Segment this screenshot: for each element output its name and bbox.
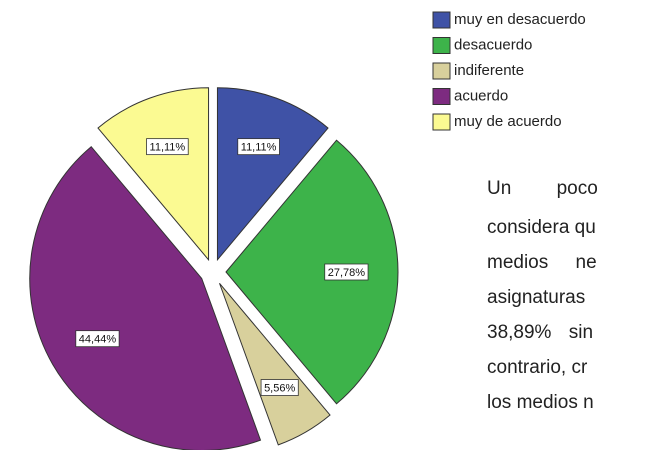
pie-slice — [225, 139, 399, 405]
value-label-box — [237, 138, 280, 156]
paragraph-line: 38,89% sin — [487, 322, 593, 343]
pie-slice — [29, 146, 262, 450]
legend-label: desacuerdo — [454, 36, 532, 53]
value-label: 5,56% — [260, 379, 299, 396]
legend-swatch — [432, 11, 451, 29]
pie-slice — [219, 282, 331, 446]
legend-swatch — [432, 88, 451, 105]
value-label-text: 27,78% — [328, 267, 366, 279]
legend-swatch — [432, 62, 451, 80]
value-label-box — [146, 138, 189, 156]
paragraph-line: contrario, cr — [487, 357, 588, 378]
value-label-text: 11,11% — [241, 142, 277, 154]
paragraph-line: medios ne — [487, 252, 597, 273]
value-label-box — [260, 379, 299, 396]
legend-swatch — [432, 113, 451, 131]
legend-swatch — [432, 37, 451, 54]
paragraph-line: considera qu — [487, 217, 596, 238]
value-label: 44,44% — [75, 330, 120, 348]
value-label: 11,11% — [237, 138, 280, 156]
legend-label: acuerdo — [454, 87, 508, 104]
legend-label: indiferente — [454, 62, 524, 79]
value-label: 11,11% — [146, 138, 189, 156]
value-label-text: 11,11% — [150, 142, 186, 154]
paragraph-line: asignaturas — [487, 287, 585, 308]
paragraph-line: los medios n — [487, 392, 594, 413]
legend-label: muy en desacuerdo — [454, 11, 586, 28]
value-label-text: 5,56% — [264, 382, 295, 394]
legend-label: muy de acuerdo — [454, 113, 562, 130]
value-label-box — [75, 330, 120, 348]
pie-slice — [97, 87, 210, 262]
value-label-text: 44,44% — [79, 334, 117, 346]
pie-slice — [216, 87, 329, 262]
paragraph-line: Un poco — [487, 178, 598, 199]
value-label: 27,78% — [324, 263, 369, 281]
value-label-box — [324, 263, 369, 281]
